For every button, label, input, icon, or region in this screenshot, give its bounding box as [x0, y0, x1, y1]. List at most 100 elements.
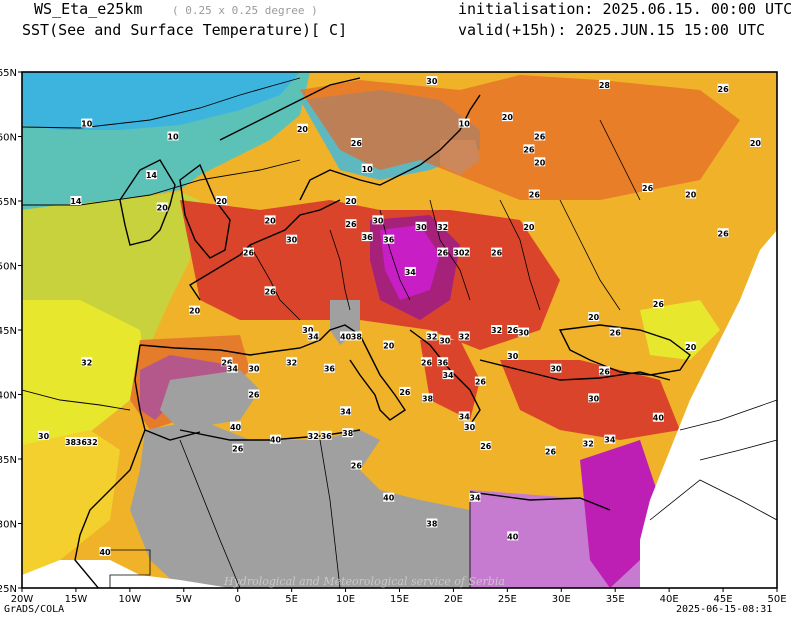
contour-label: 36 — [324, 365, 336, 374]
contour-label: 32 — [459, 332, 470, 341]
country-borders — [100, 119, 777, 588]
contour-label: 20 — [750, 139, 762, 148]
contour-label-bg — [545, 446, 556, 456]
contour-label: 36 — [76, 438, 88, 447]
contour-label-bg — [75, 437, 87, 447]
contour-label: 26 — [642, 184, 654, 193]
lon-tick-label: 0 — [235, 594, 241, 605]
contour-label: 26 — [718, 85, 730, 94]
contour-label-bg — [81, 118, 93, 128]
contour-label: 26 — [475, 378, 487, 387]
field-title: SST(See and Surface Temperature)[ C] — [22, 21, 348, 39]
contour-label: 14 — [146, 171, 158, 180]
contour-label: 34 — [469, 494, 481, 503]
contour-label: 20 — [216, 197, 228, 206]
contour-label: 26 — [221, 358, 233, 367]
contour-label: 26 — [545, 447, 557, 456]
balkans-hot — [420, 340, 480, 420]
contour-label-bg — [474, 376, 486, 386]
initialisation-time: initialisation: 2025.06.15. 00:00 UTC — [458, 0, 793, 18]
contour-label-bg — [652, 299, 664, 309]
contour-label: 32 — [81, 358, 92, 367]
contour-label-bg — [248, 363, 260, 373]
contour-label: 10 — [459, 120, 471, 129]
contour-label-bg — [243, 247, 254, 257]
contour-label: 30 — [416, 223, 428, 232]
contour-label: 26 — [718, 229, 730, 238]
contour-label-bg — [404, 266, 416, 276]
contour-label-bg — [717, 228, 729, 238]
contour-label: 34 — [405, 268, 417, 277]
contour-label-bg — [422, 393, 434, 403]
lat-tick-label: 35N — [0, 455, 17, 466]
contour-label: 26 — [421, 358, 433, 367]
contour-label-bg — [685, 341, 697, 351]
grid-resolution: ( 0.25 x 0.25 degree ) — [172, 4, 318, 17]
contour-label: 20 — [534, 158, 546, 167]
contour-label: 10 — [362, 165, 374, 174]
contour-label-bg — [439, 335, 451, 345]
contour-label: 36 — [362, 233, 374, 242]
lon-tick-label: 15W — [65, 594, 88, 605]
contour-label: 34 — [604, 436, 616, 445]
lon-tick-label: 10E — [336, 594, 355, 605]
contour-label-bg — [507, 350, 519, 360]
valid-time: valid(+15h): 2025.JUN.15 15:00 UTC — [458, 21, 766, 39]
contour-label-bg — [269, 434, 281, 444]
contour-label: 40 — [99, 548, 111, 557]
contour-label: 28 — [599, 81, 611, 90]
contour-label: 36 — [321, 432, 333, 441]
contour-label-bg — [749, 137, 761, 147]
contour-label-bg — [167, 131, 179, 141]
contour-label-bg — [501, 112, 513, 122]
lon-tick-label: 20W — [11, 594, 34, 605]
contour-label: 34 — [442, 371, 454, 380]
lon-tick-label: 35E — [606, 594, 625, 605]
contour-label: 10 — [167, 133, 179, 142]
contour-label: 26 — [653, 300, 665, 309]
contour-label: 26 — [345, 220, 357, 229]
lat-tick-label: 25N — [0, 584, 17, 595]
contour-label: 32 — [286, 358, 297, 367]
contour-label-bg — [248, 389, 260, 399]
credit-grads: GrADS/COLA — [4, 604, 65, 615]
contour-label: 40 — [230, 423, 242, 432]
contour-label-bg — [221, 357, 233, 367]
contour-label-bg — [383, 340, 395, 350]
contour-label: 30 — [588, 394, 600, 403]
contour-label: 30 — [38, 432, 50, 441]
contour-label-bg — [415, 221, 427, 231]
contour-label-bg — [598, 366, 610, 376]
iberia-masked — [160, 370, 260, 430]
contour-label: 34 — [459, 412, 471, 421]
caspian-band — [640, 300, 720, 360]
contour-label: 32 — [426, 332, 437, 341]
contour-label: 30 — [248, 365, 260, 374]
contour-label: 26 — [248, 391, 260, 400]
contour-label-bg — [99, 546, 111, 556]
isotherm-10 — [22, 77, 301, 129]
contour-label-bg — [518, 327, 530, 337]
contour-label-bg — [226, 363, 238, 373]
contour-label: 20 — [189, 307, 201, 316]
contour-label-bg — [38, 430, 50, 440]
contour-label: 40 — [653, 414, 665, 423]
contour-label: 20 — [523, 223, 535, 232]
contour-label-bg — [458, 411, 470, 421]
contour-label: 26 — [437, 249, 449, 258]
contour-label-bg — [264, 215, 276, 225]
contour-label: 26 — [523, 145, 535, 154]
canary-band — [22, 430, 120, 588]
contour-label: 30 — [372, 216, 384, 225]
contour-label-bg — [491, 247, 503, 257]
contour-label-bg — [81, 357, 93, 367]
contour-label: 26 — [232, 445, 244, 454]
contour-label: 30 — [464, 423, 476, 432]
contour-label-bg — [230, 421, 242, 431]
contour-label-bg — [216, 196, 228, 205]
contour-label-bg — [296, 123, 308, 133]
contour-label: 20 — [345, 197, 357, 206]
contour-label-bg — [383, 492, 395, 502]
